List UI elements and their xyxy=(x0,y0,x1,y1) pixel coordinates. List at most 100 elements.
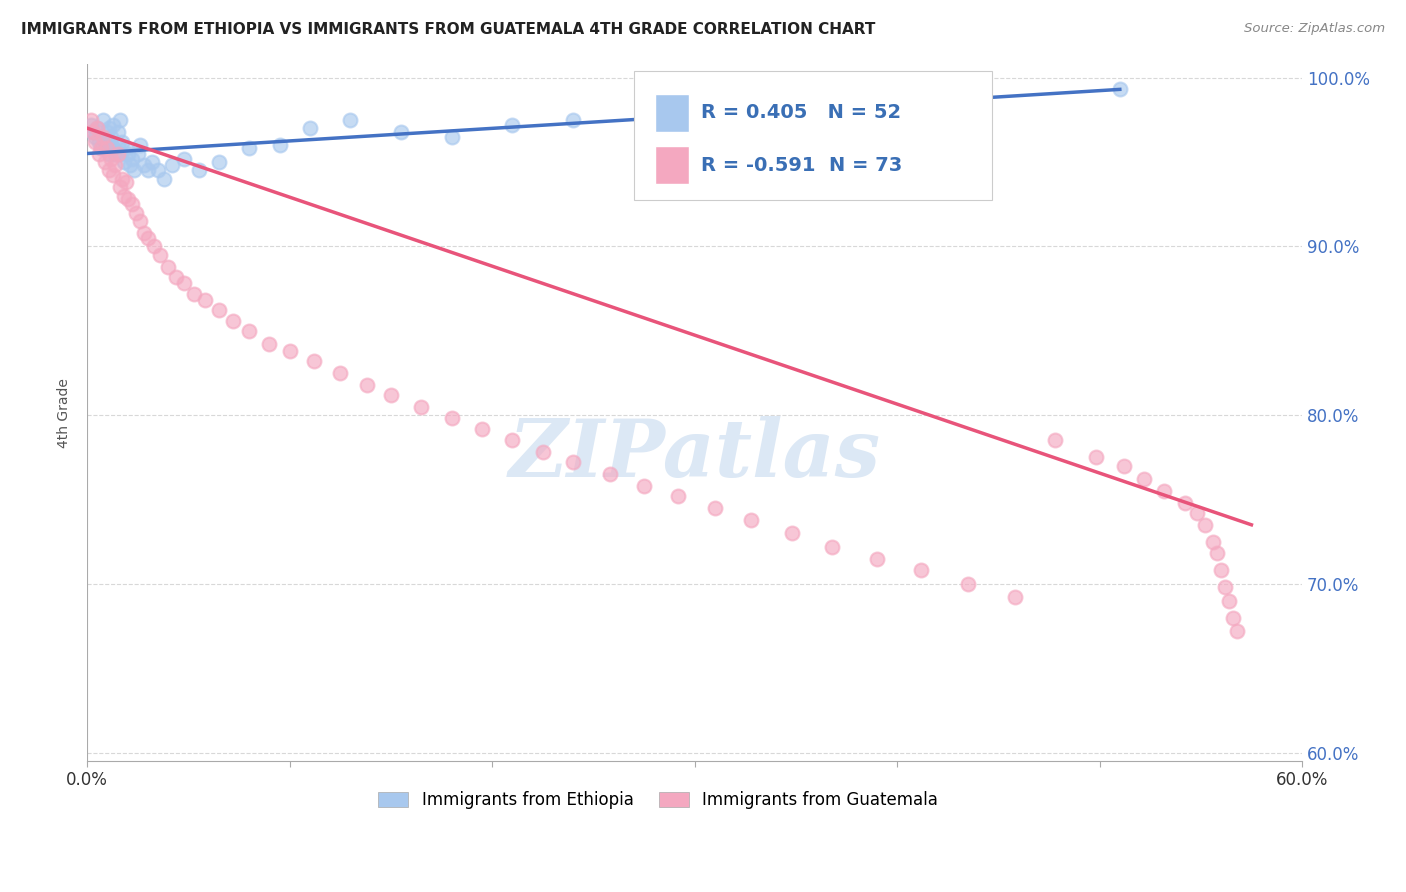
Point xyxy=(1174,496,1197,510)
Point xyxy=(100,138,122,153)
Point xyxy=(98,121,121,136)
Point xyxy=(703,500,725,515)
Point xyxy=(94,155,117,169)
Point xyxy=(143,239,166,253)
Point xyxy=(302,354,325,368)
Point xyxy=(1185,506,1208,520)
Point xyxy=(411,400,433,414)
Point xyxy=(89,135,111,149)
Point xyxy=(108,180,131,194)
Point xyxy=(183,286,205,301)
Point xyxy=(1206,547,1229,561)
Point xyxy=(440,129,463,144)
Point xyxy=(222,313,245,327)
Point xyxy=(80,118,103,132)
Point xyxy=(1043,434,1066,448)
Point xyxy=(93,129,115,144)
Point xyxy=(160,158,183,172)
Point xyxy=(96,133,118,147)
Point xyxy=(112,155,135,169)
Point xyxy=(173,152,195,166)
Point xyxy=(269,138,291,153)
Point xyxy=(149,248,172,262)
Point xyxy=(122,163,145,178)
Point xyxy=(440,411,463,425)
Point xyxy=(96,124,118,138)
Point xyxy=(84,135,107,149)
Point xyxy=(562,112,585,127)
Point xyxy=(128,138,150,153)
Point xyxy=(501,434,523,448)
Point xyxy=(96,141,118,155)
Point xyxy=(128,214,150,228)
Point xyxy=(82,124,104,138)
Point xyxy=(1108,82,1130,96)
Point xyxy=(110,135,132,149)
Point xyxy=(389,124,412,138)
Point xyxy=(117,146,139,161)
Point xyxy=(1213,580,1236,594)
Point xyxy=(876,101,898,115)
Point xyxy=(103,118,125,132)
Point xyxy=(1382,712,1405,726)
Point xyxy=(104,146,127,161)
Point xyxy=(114,141,136,155)
Point xyxy=(471,421,494,435)
Point xyxy=(146,163,169,178)
Point xyxy=(956,577,979,591)
Text: ZIPatlas: ZIPatlas xyxy=(509,416,880,493)
Point xyxy=(1222,610,1244,624)
Point xyxy=(107,124,129,138)
Point xyxy=(121,152,143,166)
Point xyxy=(125,205,148,219)
Point xyxy=(1112,458,1135,473)
Point xyxy=(100,152,122,166)
Point xyxy=(668,489,690,503)
Point xyxy=(117,192,139,206)
Point xyxy=(80,112,103,127)
Point xyxy=(1153,484,1175,499)
Point xyxy=(866,551,889,566)
Point xyxy=(531,445,554,459)
Point xyxy=(1084,450,1107,465)
Point xyxy=(93,112,115,127)
Point xyxy=(1202,534,1225,549)
Point xyxy=(1218,593,1240,607)
Point xyxy=(173,277,195,291)
Point xyxy=(86,121,108,136)
Point xyxy=(107,146,129,161)
Point xyxy=(108,112,131,127)
Point xyxy=(599,467,621,482)
Point xyxy=(356,377,378,392)
Point xyxy=(501,118,523,132)
Point xyxy=(118,158,141,172)
Point xyxy=(153,171,176,186)
Point xyxy=(1226,624,1249,639)
Point xyxy=(1194,517,1216,532)
Text: R = -0.591  N = 73: R = -0.591 N = 73 xyxy=(700,155,901,175)
Point xyxy=(208,155,231,169)
Point xyxy=(121,197,143,211)
Point xyxy=(82,124,104,138)
Point xyxy=(194,293,217,308)
Point xyxy=(110,171,132,186)
Point xyxy=(107,138,129,153)
Point xyxy=(132,158,155,172)
Point xyxy=(157,260,180,274)
Point xyxy=(329,366,352,380)
Point xyxy=(141,155,163,169)
Point xyxy=(208,303,231,318)
Point xyxy=(238,141,260,155)
Point xyxy=(103,141,125,155)
Point xyxy=(1209,563,1232,577)
Point xyxy=(100,129,122,144)
Point xyxy=(136,231,159,245)
Point xyxy=(664,121,686,136)
Point xyxy=(780,526,803,541)
Point xyxy=(910,563,932,577)
Point xyxy=(132,226,155,240)
Point xyxy=(84,129,107,144)
Point xyxy=(98,146,121,161)
Point xyxy=(90,141,112,155)
Point xyxy=(633,479,655,493)
